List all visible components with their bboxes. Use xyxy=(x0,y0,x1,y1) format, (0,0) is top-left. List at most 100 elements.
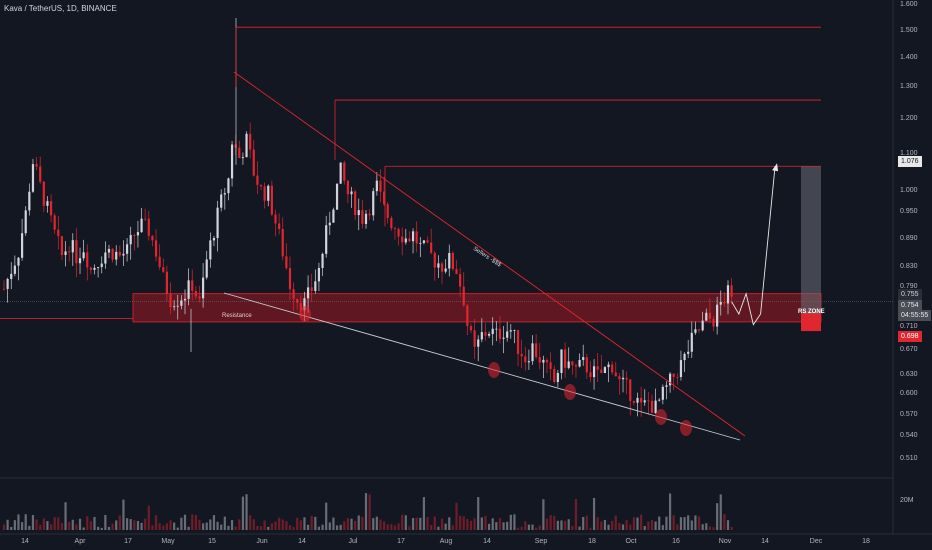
candle-body xyxy=(726,285,730,304)
candle-body xyxy=(375,180,378,192)
candle-body xyxy=(39,166,42,182)
candle-body xyxy=(144,218,147,220)
candle-body xyxy=(513,330,516,331)
volume-bar xyxy=(643,525,646,530)
candle-body xyxy=(629,379,632,401)
candle-body xyxy=(281,229,284,257)
volume-bar xyxy=(422,497,426,530)
volume-bar xyxy=(111,523,114,530)
candle-body xyxy=(672,373,675,377)
volume-bar xyxy=(415,517,418,530)
candle-body xyxy=(592,366,596,378)
volume-bar xyxy=(147,505,150,530)
candle-body xyxy=(668,373,672,386)
candle-body xyxy=(636,397,639,403)
candle-body xyxy=(560,349,563,373)
descending-trendline xyxy=(233,71,746,437)
volume-bar xyxy=(296,517,299,530)
touch-point-circle xyxy=(488,362,500,378)
candle-body xyxy=(491,328,494,334)
volume-bar xyxy=(6,519,9,530)
volume-bar xyxy=(668,493,672,530)
symbol-title[interactable]: Kava / TetherUS, 1D, BINANCE xyxy=(4,4,117,13)
rs-zone-label[interactable]: RS ZONE xyxy=(798,309,825,315)
volume-bar xyxy=(136,520,140,530)
candle-body xyxy=(256,175,259,185)
candle-body xyxy=(697,329,701,331)
volume-bar xyxy=(354,520,357,530)
volume-bar xyxy=(176,527,179,530)
candle-body xyxy=(640,397,643,403)
volume-bar xyxy=(303,517,306,530)
volume-bar xyxy=(198,519,201,530)
volume-bar xyxy=(687,515,690,530)
candle-body xyxy=(466,305,469,327)
volume-bar xyxy=(220,524,223,530)
volume-bar xyxy=(162,525,165,530)
volume-bar xyxy=(477,497,480,530)
time-tick: 17 xyxy=(124,538,132,545)
volume-bar xyxy=(397,523,400,530)
candle-body xyxy=(495,328,498,330)
volume-bar xyxy=(49,524,53,530)
volume-bar xyxy=(165,523,168,530)
volume-bar xyxy=(234,526,237,530)
volume-bar xyxy=(383,521,386,530)
time-tick: Nov xyxy=(718,538,732,545)
time-tick: Apr xyxy=(74,538,86,545)
candle-body xyxy=(455,269,458,275)
candle-body xyxy=(509,330,512,332)
candle-body xyxy=(107,248,111,253)
candle-body xyxy=(379,180,382,192)
volume-bar xyxy=(350,518,353,530)
volume-bar xyxy=(564,520,567,530)
volume-bar xyxy=(31,515,35,530)
candle-body xyxy=(111,248,114,260)
candle-body xyxy=(364,213,368,224)
candle-body xyxy=(100,263,103,267)
candle-body xyxy=(325,225,328,254)
volume-bar xyxy=(726,520,730,530)
candle-body xyxy=(158,256,161,268)
volume-bar xyxy=(107,526,111,530)
support-line-left xyxy=(0,318,133,320)
time-tick: Aug xyxy=(439,538,453,545)
volume-bar xyxy=(589,527,592,530)
candle-body xyxy=(46,201,49,206)
volume-bar xyxy=(404,515,407,530)
candle-body xyxy=(708,312,711,319)
touch-point-circle xyxy=(564,384,576,400)
volume-bar xyxy=(339,524,342,530)
time-tick: May xyxy=(161,538,175,545)
volume-bar xyxy=(158,523,161,530)
volume-bar xyxy=(263,520,266,530)
volume-bar xyxy=(502,522,505,530)
candle-body xyxy=(415,231,418,244)
volume-bar xyxy=(285,521,288,530)
candle-body xyxy=(133,234,136,236)
volume-bar xyxy=(93,516,96,530)
candle-body xyxy=(448,252,451,269)
volume-bar xyxy=(53,517,56,530)
volume-bar xyxy=(115,520,118,530)
volume-bar xyxy=(661,525,664,530)
touch-point-circle xyxy=(680,420,692,436)
volume-bar xyxy=(169,520,172,530)
candle-body xyxy=(306,287,310,299)
volume-bar xyxy=(419,517,422,530)
volume-bar xyxy=(191,514,194,530)
volume-bar xyxy=(611,520,614,530)
resistance-label[interactable]: Resistance xyxy=(222,313,252,319)
candle-body xyxy=(89,267,92,270)
candle-body xyxy=(86,252,89,268)
candle-body xyxy=(687,351,690,354)
volume-bar xyxy=(430,525,433,530)
candle-body xyxy=(440,263,444,272)
volume-bar xyxy=(538,525,541,530)
candle-body xyxy=(191,280,194,291)
volume-bar xyxy=(151,525,154,530)
volume-bar xyxy=(227,525,230,530)
volume-bar xyxy=(556,520,559,530)
volume-bar xyxy=(125,518,129,530)
